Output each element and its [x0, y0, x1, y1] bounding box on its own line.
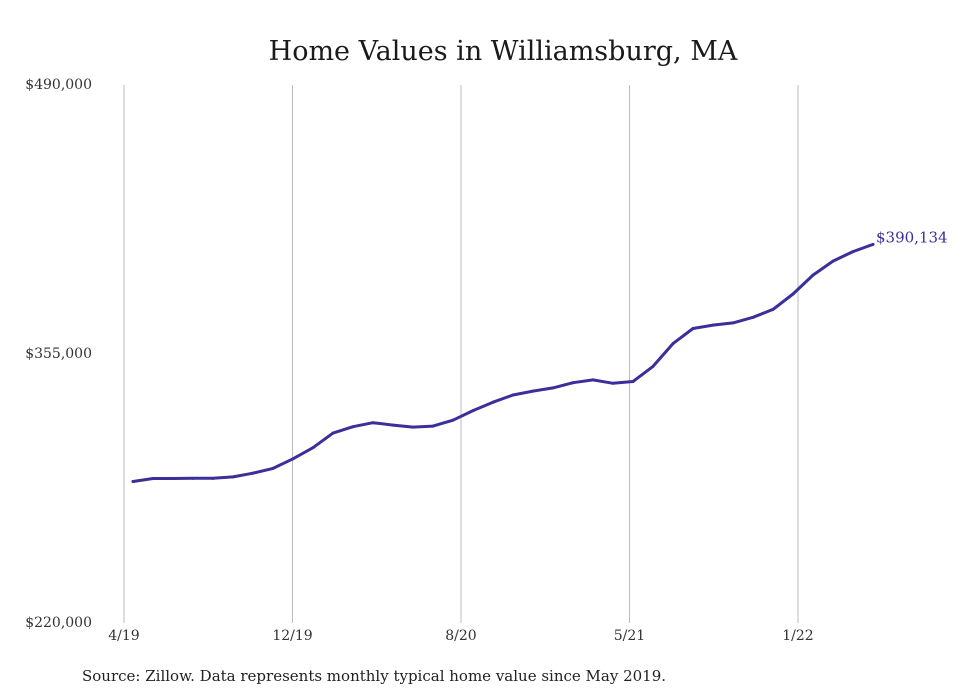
data-point	[691, 326, 695, 330]
data-point	[171, 477, 175, 481]
x-tick-label: 4/19	[108, 628, 139, 644]
data-point	[131, 480, 135, 484]
y-tick-label: $355,000	[25, 346, 92, 362]
series-line	[131, 242, 875, 483]
gridlines	[123, 85, 799, 623]
x-tick-label: 5/21	[614, 628, 645, 644]
y-tick-label: $220,000	[25, 615, 92, 631]
data-point	[671, 342, 675, 346]
data-point	[771, 307, 775, 311]
data-point	[811, 273, 815, 277]
y-axis: $490,000 $355,000 $220,000	[25, 77, 92, 631]
x-tick-label: 12/19	[272, 628, 312, 644]
data-point	[251, 471, 255, 475]
data-point	[531, 389, 535, 393]
data-point	[371, 421, 375, 425]
data-point	[871, 242, 875, 246]
data-point	[151, 477, 155, 481]
data-point	[831, 259, 835, 263]
data-point	[271, 466, 275, 470]
data-point	[751, 315, 755, 319]
data-point	[631, 379, 635, 383]
chart-title: Home Values in Williamsburg, MA	[269, 36, 738, 67]
end-value-label: $390,134	[876, 228, 948, 246]
data-point	[331, 431, 335, 435]
data-point	[571, 381, 575, 385]
source-note: Source: Zillow. Data represents monthly …	[82, 667, 667, 685]
data-point	[471, 409, 475, 413]
data-point	[291, 457, 295, 461]
data-point	[491, 400, 495, 404]
data-point	[591, 378, 595, 382]
data-point	[611, 381, 615, 385]
data-point	[791, 292, 795, 296]
data-point	[411, 425, 415, 429]
data-point	[351, 425, 355, 429]
data-point	[511, 393, 515, 397]
series-layer: $390,134	[131, 228, 948, 484]
data-point	[551, 386, 555, 390]
data-point	[451, 418, 455, 422]
line-chart: Home Values in Williamsburg, MA $490,000…	[25, 36, 948, 644]
data-point	[391, 423, 395, 427]
x-tick-label: 8/20	[445, 628, 476, 644]
data-point	[731, 321, 735, 325]
x-tick-label: 1/22	[782, 628, 813, 644]
data-point	[431, 424, 435, 428]
data-point	[711, 323, 715, 327]
data-point	[231, 475, 235, 479]
data-point	[651, 364, 655, 368]
data-point	[851, 250, 855, 254]
y-tick-label: $490,000	[25, 77, 92, 93]
data-point	[311, 446, 315, 450]
x-axis: 4/19 12/19 8/20 5/21 1/22	[108, 628, 813, 644]
data-point	[191, 476, 195, 480]
data-point	[211, 476, 215, 480]
